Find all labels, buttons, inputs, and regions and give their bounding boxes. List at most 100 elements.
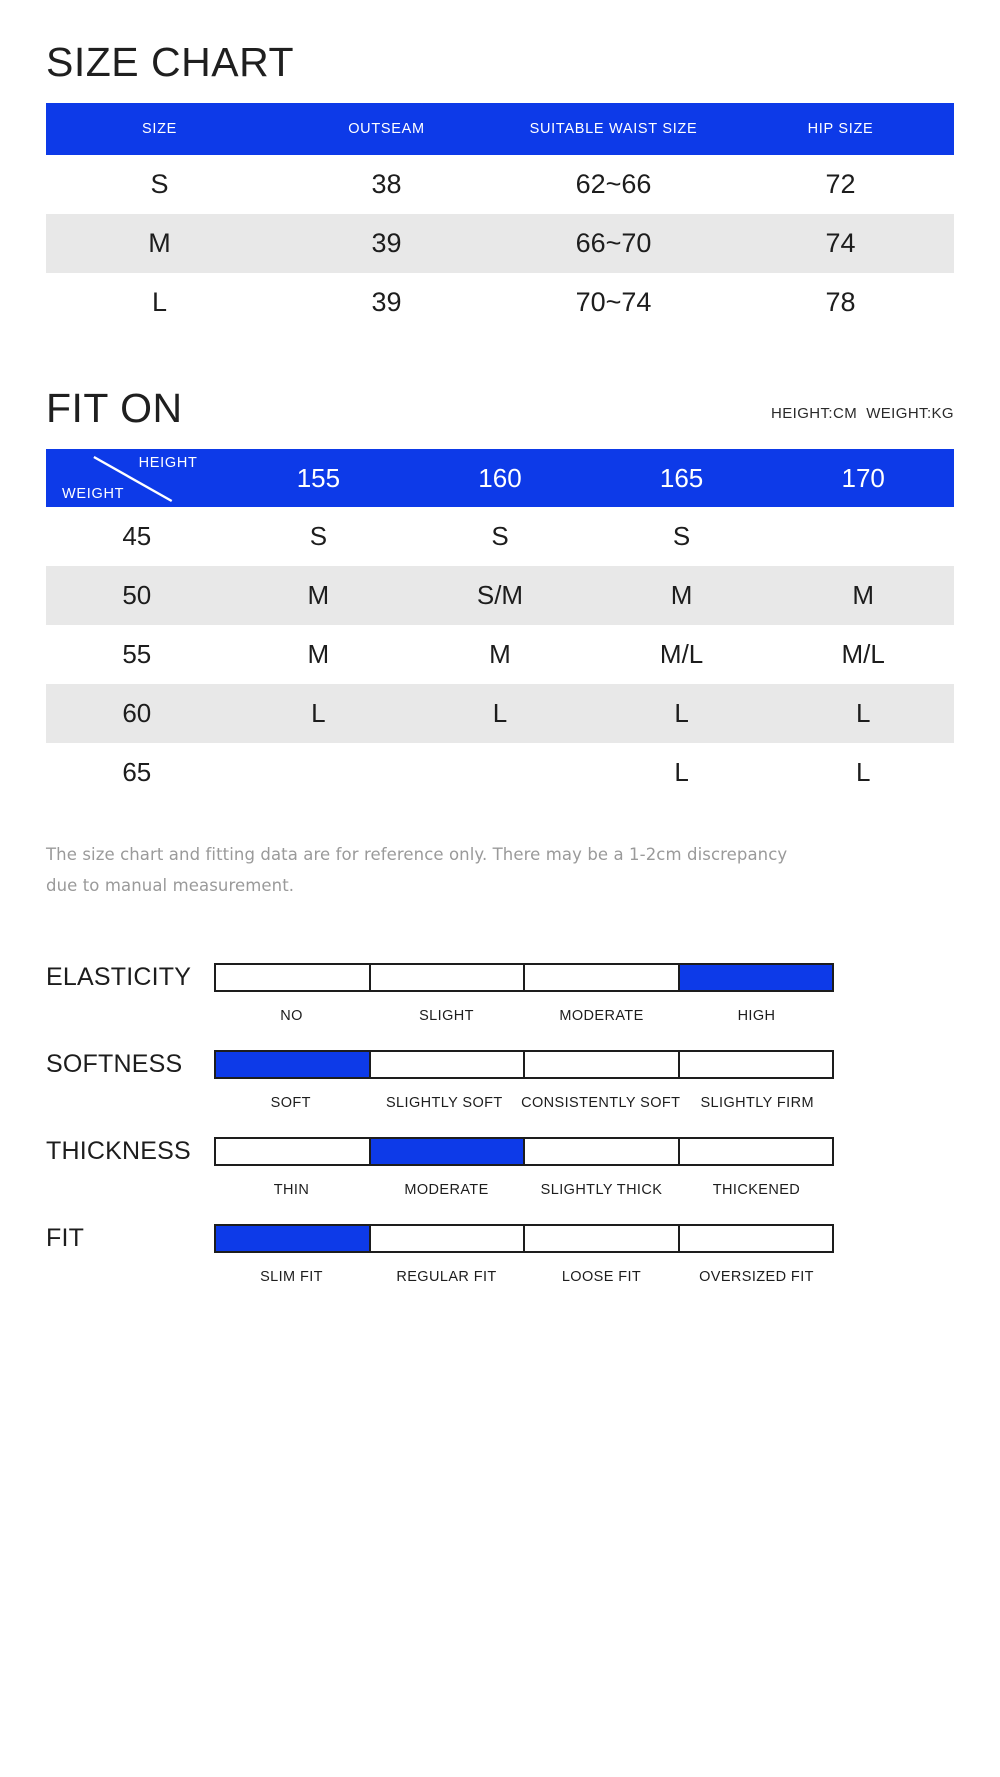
meter-segment[interactable]	[370, 1052, 525, 1078]
cell-fit: S	[309, 521, 328, 551]
cell-size: L	[151, 287, 168, 317]
meter-tick: NO	[280, 1008, 303, 1025]
meter-tick: REGULAR FIT	[396, 1269, 497, 1286]
meter-segment-selected[interactable]	[216, 1226, 371, 1252]
size-chart-table-wrapper: SIZE OUTSEAM SUITABLE WAIST SIZE HIP SIZ…	[46, 103, 954, 332]
table-header-row: HEIGHT WEIGHT 155 160 165 170	[46, 449, 954, 507]
diagonal-divider-icon	[93, 455, 173, 503]
meter-segment[interactable]	[525, 965, 680, 991]
meter-row-thickness: THICKNESS	[46, 1137, 954, 1167]
cell-fit: L	[674, 757, 689, 787]
cell-size: M	[46, 214, 273, 273]
meter-label-fit: FIT	[46, 1224, 85, 1253]
meter-ticks-softness: SOFT SLIGHTLY SOFT CONSISTENTLY SOFT SLI…	[214, 1095, 834, 1111]
table-row: 60 L L L L	[46, 684, 954, 743]
meter-tick: SLIGHTLY THICK	[540, 1182, 663, 1199]
cell-weight: 45	[122, 521, 152, 551]
column-header-height-155: 155	[227, 449, 410, 507]
meter-tick: CONSISTENTLY SOFT	[521, 1095, 681, 1112]
meter-segment[interactable]	[370, 1226, 525, 1252]
cell-outseam: 38	[371, 169, 402, 199]
cell-fit: S/M	[409, 566, 591, 625]
size-chart-header: SIZE OUTSEAM SUITABLE WAIST SIZE HIP SIZ…	[46, 103, 954, 155]
meter-tick: HIGH	[737, 1008, 776, 1025]
column-header-waist: SUITABLE WAIST SIZE	[500, 103, 727, 155]
fit-on-header: HEIGHT WEIGHT 155 160 165 170	[46, 449, 954, 507]
cell-fit: L	[855, 757, 871, 787]
cell-fit	[228, 743, 410, 802]
cell-size: S	[150, 169, 169, 199]
cell-fit: S	[672, 521, 691, 551]
table-row: 65 L L	[46, 743, 954, 802]
fit-on-heading-row: FIT ON HEIGHT:CM WEIGHT:KG	[46, 332, 954, 429]
meter-tick: LOOSE FIT	[561, 1269, 642, 1286]
meter-tick: OVERSIZED FIT	[699, 1269, 814, 1286]
cell-fit: L	[409, 684, 591, 743]
cell-fit: L	[772, 684, 954, 743]
cell-weight: 65	[122, 757, 152, 787]
meter-segment-selected[interactable]	[216, 1052, 371, 1078]
fit-on-table-wrapper: HEIGHT WEIGHT 155 160 165 170 45 S S S	[46, 449, 954, 802]
cell-fit	[772, 507, 954, 566]
meter-label-thickness: THICKNESS	[46, 1137, 191, 1166]
cell-weight: 50	[46, 566, 228, 625]
meter-label-elasticity: ELASTICITY	[46, 963, 192, 992]
cell-fit: M	[590, 566, 773, 625]
size-chart-body: S 38 62~66 72 M 39 66~70 74 L 39 70~74 7…	[46, 155, 954, 332]
cell-fit	[409, 743, 591, 802]
cell-fit: L	[590, 684, 773, 743]
cell-fit: S	[491, 521, 509, 551]
meter-segment[interactable]	[679, 1226, 832, 1252]
cell-fit: M/L	[659, 639, 704, 669]
meter-segment-selected[interactable]	[370, 1139, 525, 1165]
meter-ticks-elasticity: NO SLIGHT MODERATE HIGH	[214, 1008, 834, 1024]
meter-tick: SLIM FIT	[260, 1269, 323, 1286]
column-header-height-160: 160	[409, 449, 591, 507]
meter-bar-softness	[214, 1050, 834, 1080]
cell-waist: 70~74	[575, 287, 652, 317]
axis-label-weight: WEIGHT	[62, 486, 125, 502]
meter-segment[interactable]	[679, 1052, 832, 1078]
column-header-hip: HIP SIZE	[727, 103, 954, 155]
meter-ticks-thickness: THIN MODERATE SLIGHTLY THICK THICKENED	[214, 1182, 834, 1198]
meter-tick: SLIGHTLY SOFT	[385, 1095, 503, 1112]
axis-corner-cell: HEIGHT WEIGHT	[46, 449, 228, 507]
table-row: L 39 70~74 78	[46, 273, 954, 332]
meter-label-softness: SOFTNESS	[46, 1050, 183, 1079]
attribute-meters: ELASTICITY NO SLIGHT MODERATE HIGH SOFTN…	[46, 963, 954, 1285]
table-row: 45 S S S	[46, 507, 954, 566]
cell-fit: M	[772, 566, 954, 625]
meter-tick: SLIGHTLY FIRM	[700, 1095, 814, 1112]
meter-segment[interactable]	[525, 1226, 680, 1252]
meter-segment-selected[interactable]	[679, 965, 832, 991]
meter-tick: SOFT	[270, 1095, 311, 1112]
meter-tick: THICKENED	[712, 1182, 801, 1199]
meter-segment[interactable]	[216, 1139, 371, 1165]
meter-row-elasticity: ELASTICITY	[46, 963, 954, 993]
meter-tick: SLIGHT	[419, 1008, 474, 1025]
meter-tick: MODERATE	[559, 1008, 644, 1025]
meter-segment[interactable]	[525, 1139, 680, 1165]
cell-hip: 74	[727, 214, 954, 273]
meter-bar-elasticity	[214, 963, 834, 993]
meter-tick: THIN	[273, 1182, 310, 1199]
cell-outseam: 39	[273, 214, 500, 273]
cell-waist: 62~66	[575, 169, 652, 199]
cell-fit: M	[489, 639, 511, 669]
meter-bar-thickness	[214, 1137, 834, 1167]
meter-tick: MODERATE	[404, 1182, 489, 1199]
meter-ticks-fit: SLIM FIT REGULAR FIT LOOSE FIT OVERSIZED…	[214, 1269, 834, 1285]
disclaimer-text: The size chart and fitting data are for …	[46, 845, 788, 895]
column-header-height-165: 165	[590, 449, 773, 507]
cell-waist: 66~70	[500, 214, 727, 273]
meter-segment[interactable]	[679, 1139, 832, 1165]
fit-on-body: 45 S S S 50 M S/M M M 55 M M M/L	[46, 507, 954, 802]
meter-segment[interactable]	[370, 965, 525, 991]
cell-hip: 78	[825, 287, 856, 317]
cell-hip: 72	[825, 169, 856, 199]
meter-segment[interactable]	[216, 965, 371, 991]
table-row: S 38 62~66 72	[46, 155, 954, 214]
cell-fit: M/L	[841, 639, 885, 669]
meter-segment[interactable]	[525, 1052, 680, 1078]
